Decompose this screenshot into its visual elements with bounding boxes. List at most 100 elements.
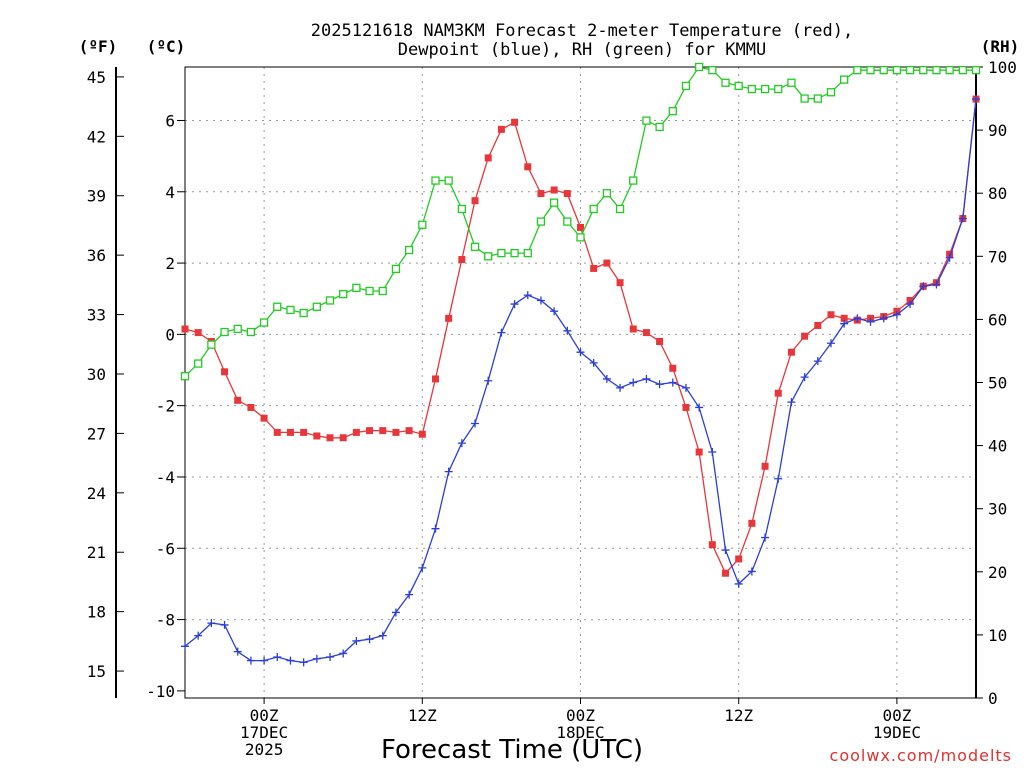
x-axis-title: Forecast Time (UTC) [381,735,643,765]
rh-point [800,94,809,103]
fahrenheit-tick-label: 39 [87,187,106,206]
temperature-point [313,432,321,440]
dewpoint-point [906,300,915,309]
rh-point [418,220,427,229]
rh-point [536,217,546,226]
temperature-point [537,190,545,198]
temperature-point [669,364,677,372]
rh-point [879,66,888,75]
dewpoint-point [826,339,835,348]
dewpoint-point [233,647,242,656]
dewpoint-point [246,656,255,665]
rh-tick-label: 20 [988,563,1007,582]
rh-point [484,252,493,261]
rh-point [615,204,625,214]
temperature-point [339,434,347,442]
fahrenheit-tick-label: 30 [87,365,106,384]
rh-point [510,248,519,258]
rh-point [404,245,414,255]
dewpoint-point [312,654,321,663]
rh-tick-label: 40 [988,437,1007,456]
temperature-point [445,314,453,322]
dewpoint-point [444,467,453,476]
dewpoint-point [945,253,954,262]
temperature-point [458,256,466,264]
celsius-tick-label: -6 [156,539,175,558]
rh-point [207,340,216,349]
rh-point [378,286,387,296]
celsius-tick-label: -10 [146,682,175,701]
rh-tick-label: 0 [988,689,998,708]
fahrenheit-tick-label: 42 [87,127,106,146]
rh-point [180,372,190,381]
dewpoint-point [747,567,756,576]
dewpoint-point [457,439,466,448]
dewpoint-point [761,533,770,542]
dewpoint-point [273,653,282,662]
temperature-point [550,186,558,194]
temperature-point [524,163,532,171]
temperature-point [405,427,413,435]
temperature-point [748,519,756,527]
rh-tick-label: 70 [988,247,1007,266]
dewpoint-point [405,590,414,599]
x-tick-label: 00Z [566,706,595,725]
dewpoint-point [681,383,690,392]
dewpoint-point [286,656,295,665]
rh-point [655,122,664,132]
temperature-point [722,569,730,577]
series-layer [180,62,981,667]
dewpoint-point [220,620,229,629]
rh-tick-label: 30 [988,500,1007,519]
temperature-point [656,338,664,346]
dewpoint-point [576,348,585,357]
rh-point [840,75,849,84]
rh-point [470,242,480,251]
temperature-point [801,332,809,340]
dewpoint-point [958,214,967,223]
dewpoint-point [418,563,427,572]
rh-point [273,302,282,311]
rh-tick-label: 50 [988,374,1007,393]
temperature-point [735,555,743,563]
fahrenheit-tick-label: 24 [87,484,106,503]
temperature-point [603,259,611,267]
rh-point [681,81,691,91]
rh-point [352,283,361,293]
rh-point [194,359,203,368]
fahrenheit-tick-label: 21 [87,543,106,562]
rh-point [760,84,770,94]
temperature-point [260,414,268,422]
x-tick-label: 00Z [882,706,911,725]
temperature-point [708,541,716,549]
dewpoint-point [484,376,493,385]
temperature-point [511,118,519,126]
temperature-point [484,154,492,162]
rh-point [431,176,440,185]
rh-tick-label: 60 [988,310,1007,329]
rh-unit-label: (RH) [981,37,1020,56]
rh-point [668,107,677,116]
temperature-point [379,427,387,435]
rh-point [444,176,453,185]
axes-layer: 1518212427303336394245-10-8-6-4-20246010… [87,58,1017,759]
dewpoint-point [536,296,545,305]
rh-point [734,81,743,91]
dewpoint-point [866,317,875,326]
rh-tick-label: 10 [988,626,1007,645]
dewpoint-line [184,99,977,664]
x-tick-label: 19DEC [873,723,921,742]
x-tick-label: 12Z [724,706,753,725]
rh-point [497,248,506,258]
dewpoint-point [523,291,532,300]
dewpoint-point [194,631,203,640]
rh-point [325,296,335,305]
dewpoint-point [932,280,941,289]
dewpoint-point [510,300,519,309]
temperature-point [286,428,294,436]
rh-point [958,66,967,75]
temperature-point [471,197,479,205]
rh-tick-label: 100 [988,58,1017,77]
dewpoint-point [365,635,374,644]
temperature-point [392,428,400,436]
